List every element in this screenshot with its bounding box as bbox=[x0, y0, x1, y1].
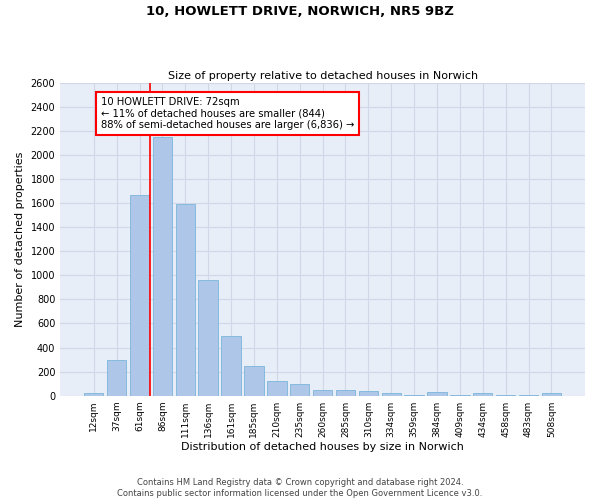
Bar bbox=[496, 395, 515, 396]
Bar bbox=[290, 384, 310, 396]
Bar bbox=[130, 194, 149, 396]
Bar bbox=[404, 395, 424, 396]
Text: Contains HM Land Registry data © Crown copyright and database right 2024.
Contai: Contains HM Land Registry data © Crown c… bbox=[118, 478, 482, 498]
Bar bbox=[450, 395, 470, 396]
Bar bbox=[427, 392, 447, 396]
Title: Size of property relative to detached houses in Norwich: Size of property relative to detached ho… bbox=[167, 70, 478, 81]
Bar bbox=[267, 382, 287, 396]
Bar bbox=[176, 204, 195, 396]
Text: 10, HOWLETT DRIVE, NORWICH, NR5 9BZ: 10, HOWLETT DRIVE, NORWICH, NR5 9BZ bbox=[146, 5, 454, 18]
Text: 10 HOWLETT DRIVE: 72sqm
← 11% of detached houses are smaller (844)
88% of semi-d: 10 HOWLETT DRIVE: 72sqm ← 11% of detache… bbox=[101, 97, 354, 130]
Bar bbox=[473, 394, 493, 396]
Bar bbox=[336, 390, 355, 396]
Bar bbox=[199, 280, 218, 396]
Bar bbox=[244, 366, 263, 396]
Bar bbox=[84, 392, 103, 396]
Bar bbox=[542, 392, 561, 396]
X-axis label: Distribution of detached houses by size in Norwich: Distribution of detached houses by size … bbox=[181, 442, 464, 452]
Bar bbox=[382, 394, 401, 396]
Bar bbox=[107, 360, 127, 396]
Bar bbox=[221, 336, 241, 396]
Bar bbox=[519, 395, 538, 396]
Bar bbox=[152, 137, 172, 396]
Y-axis label: Number of detached properties: Number of detached properties bbox=[15, 152, 25, 327]
Bar bbox=[359, 392, 378, 396]
Bar bbox=[313, 390, 332, 396]
